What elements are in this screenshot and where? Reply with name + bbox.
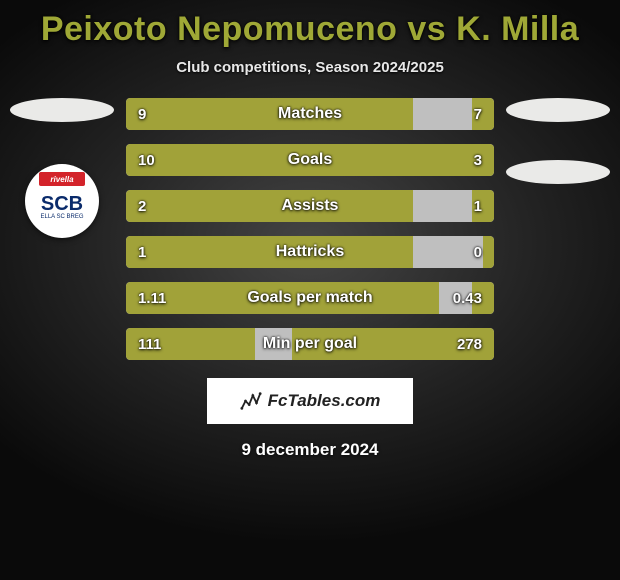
- player-right-placeholder: [506, 98, 610, 122]
- stat-label: Goals: [126, 144, 494, 176]
- left-column: rivella SCB ELLA SC BREG: [6, 98, 118, 360]
- club-badge-left: rivella SCB ELLA SC BREG: [25, 164, 99, 238]
- stat-right-value: 7: [474, 98, 482, 130]
- brand-logo-icon: [240, 390, 262, 412]
- stat-label: Hattricks: [126, 236, 494, 268]
- stat-bar: 9Matches7: [126, 98, 494, 130]
- stat-bar: 10Goals3: [126, 144, 494, 176]
- subtitle: Club competitions, Season 2024/2025: [0, 59, 620, 76]
- stat-label: Matches: [126, 98, 494, 130]
- date-label: 9 december 2024: [0, 440, 620, 460]
- brand-text: FcTables.com: [268, 391, 381, 411]
- stat-right-value: 278: [457, 328, 482, 360]
- right-column: [502, 98, 614, 360]
- player-left-placeholder: [10, 98, 114, 122]
- badge-main-text: SCB: [41, 193, 83, 216]
- main-row: rivella SCB ELLA SC BREG 9Matches710Goal…: [0, 98, 620, 360]
- brand-footer: FcTables.com: [207, 378, 413, 424]
- badge-sub-text: ELLA SC BREG: [40, 214, 83, 220]
- club-right-placeholder: [506, 160, 610, 184]
- stat-bar: 111Min per goal278: [126, 328, 494, 360]
- badge-banner: rivella: [39, 172, 85, 186]
- stat-label: Assists: [126, 190, 494, 222]
- content-root: Peixoto Nepomuceno vs K. Milla Club comp…: [0, 0, 620, 580]
- stat-bar: 1.11Goals per match0.43: [126, 282, 494, 314]
- stat-label: Goals per match: [126, 282, 494, 314]
- stat-right-value: 1: [474, 190, 482, 222]
- stat-right-value: 0: [474, 236, 482, 268]
- stat-bar: 2Assists1: [126, 190, 494, 222]
- stat-right-value: 0.43: [453, 282, 482, 314]
- stat-right-value: 3: [474, 144, 482, 176]
- stat-bar: 1Hattricks0: [126, 236, 494, 268]
- stats-bars: 9Matches710Goals32Assists11Hattricks01.1…: [126, 98, 494, 360]
- page-title: Peixoto Nepomuceno vs K. Milla: [0, 10, 620, 49]
- stat-label: Min per goal: [126, 328, 494, 360]
